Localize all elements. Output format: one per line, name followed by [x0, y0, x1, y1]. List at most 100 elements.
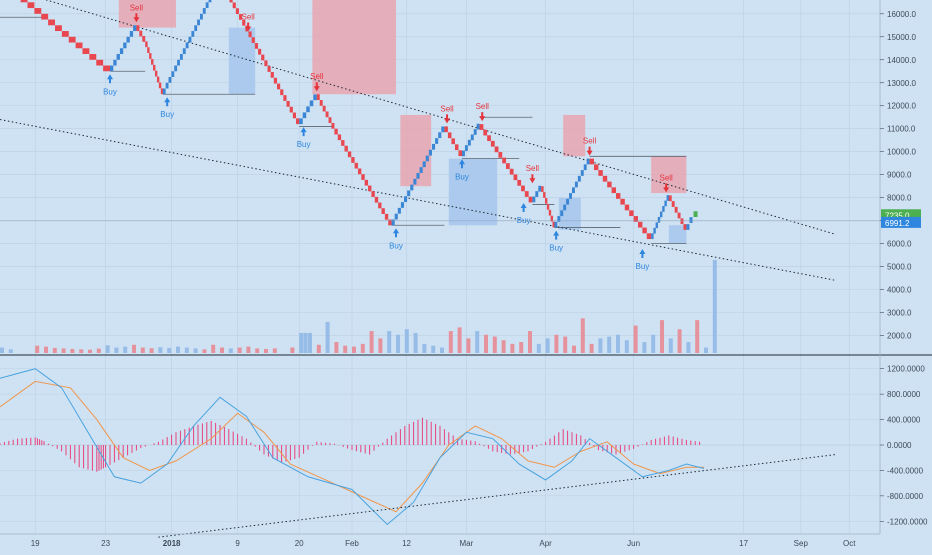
volume-bar-43	[396, 334, 400, 353]
x-tick-label-4: 20	[295, 539, 304, 548]
renko-brick-202	[689, 217, 693, 223]
renko-brick-20	[123, 42, 127, 49]
renko-brick-82	[302, 112, 307, 119]
sell-arrow-icon	[133, 13, 140, 23]
signal-2: Buy	[160, 97, 174, 119]
volume-bar-49	[448, 331, 453, 353]
renko-brick-40	[174, 65, 178, 72]
renko-brick-129	[454, 144, 459, 151]
sell-label: Sell	[526, 164, 540, 173]
volume-bar-58	[528, 331, 532, 353]
renko-brick-124	[438, 132, 442, 139]
renko-brick-134	[470, 134, 474, 141]
sell-label: Sell	[583, 137, 597, 146]
renko-brick-43	[182, 48, 186, 55]
volume-bar-56	[510, 343, 515, 353]
volume-bar-61	[554, 334, 559, 353]
volume-bar-54	[492, 336, 497, 353]
renko-brick-122	[431, 143, 436, 150]
renko-brick-11	[75, 42, 83, 49]
renko-brick-184	[638, 221, 643, 228]
renko-brick-162	[557, 216, 561, 222]
x-tick-label-12: Oct	[843, 539, 856, 548]
renko-brick-6	[41, 13, 49, 20]
renko-brick-131	[462, 150, 465, 157]
renko-brick-123	[435, 138, 439, 144]
signal-line	[0, 380, 704, 513]
buy-label: Buy	[455, 172, 469, 181]
y-tick-label-12: 4000.0	[887, 286, 912, 295]
volume-bar-53	[484, 334, 488, 353]
renko-brick-101	[364, 179, 369, 186]
renko-brick-183	[633, 216, 638, 222]
x-tick-label-3: 9	[235, 539, 240, 548]
volume-bar-63	[572, 345, 576, 353]
buy-label: Buy	[389, 241, 403, 250]
buy-arrow-icon	[639, 248, 646, 258]
renko-brick-76	[283, 95, 287, 101]
buy-label: Buy	[636, 262, 650, 271]
volume-bar-25	[237, 347, 242, 353]
renko-brick-126	[444, 126, 448, 133]
renko-brick-16	[110, 65, 114, 72]
renko-brick-79	[292, 112, 297, 119]
macd-tick-label-2: 400.0000	[887, 416, 921, 425]
renko-brick-73	[273, 77, 278, 84]
sell-label: Sell	[130, 3, 144, 12]
renko-brick-83	[306, 106, 310, 113]
x-tick-label-0: 19	[31, 539, 40, 548]
renko-brick-69	[261, 54, 265, 61]
y-tick-label-5: 11000.0	[887, 125, 916, 134]
sell-arrow-icon	[479, 112, 486, 122]
volume-bar-19	[184, 347, 189, 353]
volume-bar-59	[536, 343, 541, 353]
volume-bar-28	[264, 348, 268, 353]
signal-11: Sell	[526, 164, 540, 184]
renko-brick-201	[686, 224, 690, 230]
renko-brick-181	[624, 204, 630, 211]
buy-label: Buy	[103, 87, 117, 96]
volume-bar-50	[457, 327, 462, 353]
y-tick-label-10: 6000.0	[887, 240, 912, 249]
buy-label: Buy	[549, 244, 563, 253]
renko-brick-23	[133, 25, 137, 32]
renko-brick-140	[490, 140, 495, 147]
buy-arrow-icon	[164, 97, 171, 107]
volume-bar-40	[369, 331, 374, 353]
sell-label: Sell	[241, 12, 255, 21]
renko-brick-198	[677, 212, 681, 219]
renko-brick-8	[55, 25, 62, 32]
volume-bar-44	[404, 329, 409, 353]
volume-bar-32	[303, 332, 308, 353]
renko-brick-90	[328, 117, 332, 123]
renko-brick-173	[589, 158, 594, 165]
volume-bar-13	[132, 344, 136, 353]
renko-brick-147	[517, 179, 522, 186]
renko-brick-12	[82, 48, 90, 55]
renko-brick-164	[563, 204, 567, 211]
volume-bar-1	[8, 349, 13, 353]
macd-trendline	[158, 454, 837, 538]
renko-brick-186	[646, 233, 652, 240]
renko-brick-29	[149, 53, 152, 59]
renko-brick-141	[494, 146, 499, 153]
renko-brick-38	[168, 77, 172, 83]
red-zone-1	[312, 0, 396, 95]
renko-brick-37	[165, 82, 169, 89]
sell-label: Sell	[310, 72, 324, 81]
renko-brick-143	[502, 157, 506, 164]
renko-brick-98	[354, 162, 358, 169]
x-tick-label-5: Feb	[345, 539, 359, 548]
renko-brick-19	[119, 48, 124, 55]
renko-brick-72	[270, 71, 274, 78]
red-zone-2	[400, 114, 432, 187]
last-brick-marker	[693, 211, 698, 218]
renko-brick-185	[642, 227, 647, 234]
macd-tick-label-1: 800.0000	[887, 390, 921, 399]
y-tick-label-6: 10000.0	[887, 148, 916, 157]
renko-brick-42	[179, 54, 183, 60]
volume-bar-23	[220, 347, 224, 353]
volume-bar-67	[607, 336, 612, 353]
volume-bar-52	[475, 331, 480, 353]
